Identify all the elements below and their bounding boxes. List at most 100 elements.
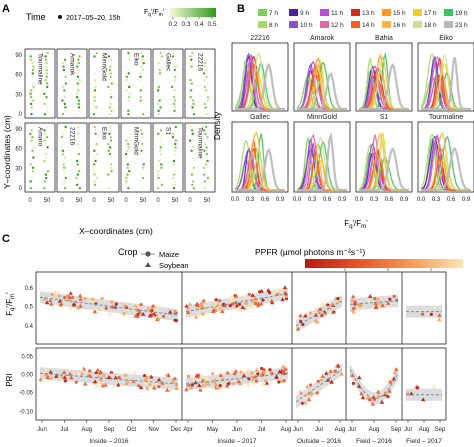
maize-point — [83, 296, 87, 300]
soybean-point — [370, 401, 375, 406]
soybean-point — [48, 369, 53, 374]
density-panel-title: Tourmaline — [429, 114, 463, 121]
soybean-point — [304, 388, 309, 393]
plant-point — [142, 113, 145, 116]
density-curve — [359, 62, 409, 111]
maize-point — [250, 305, 254, 309]
plant-point — [204, 89, 207, 92]
plant-point — [61, 149, 65, 152]
plant-point — [204, 163, 208, 166]
maize-point — [359, 303, 363, 307]
legend-label: 11 h — [331, 10, 344, 17]
density-curve — [421, 56, 471, 111]
field-plot — [56, 122, 88, 193]
plant-point — [157, 176, 160, 180]
trend-line — [295, 369, 343, 403]
soybean-point — [204, 310, 209, 315]
plant-point — [63, 129, 66, 132]
plant-point — [76, 96, 79, 99]
plant-point — [64, 125, 67, 129]
y-tick-label: 30 — [15, 166, 22, 172]
plant-point — [109, 136, 113, 139]
plant-point — [192, 146, 195, 149]
soybean-point — [138, 385, 144, 390]
colorbar-title: Fq'/Fm' — [144, 9, 164, 18]
colorbar-a — [170, 8, 216, 17]
soybean-point — [57, 298, 63, 303]
plant-point — [61, 113, 65, 116]
plant-point — [141, 55, 144, 58]
soybean-point — [269, 298, 274, 303]
plant-point — [45, 75, 48, 79]
plant-point — [76, 173, 80, 176]
soybean-point — [295, 326, 301, 331]
soybean-point — [201, 382, 206, 387]
soybean-point — [197, 383, 202, 388]
plant-point — [44, 65, 47, 68]
plant-point — [31, 170, 35, 173]
trend-line — [39, 372, 179, 385]
soybean-point — [260, 381, 266, 385]
plant-point — [93, 55, 96, 58]
plant-point — [203, 102, 206, 106]
maize-point — [231, 295, 235, 299]
row2-ylabel: PRI — [5, 373, 14, 386]
plant-point — [95, 176, 99, 180]
plant-point — [173, 113, 176, 116]
plant-point — [93, 92, 96, 96]
maize-point — [264, 379, 268, 383]
plant-point — [77, 153, 81, 156]
soybean-point — [321, 310, 326, 315]
plant-point — [190, 149, 193, 152]
soybean-point — [336, 363, 341, 368]
plant-point — [46, 170, 50, 173]
plant-point — [64, 82, 68, 85]
soybean-point — [259, 288, 264, 293]
plant-point — [43, 180, 46, 183]
plant-point — [106, 142, 110, 146]
plant-point — [31, 82, 34, 85]
soybean-point — [122, 303, 127, 308]
soybean-point — [80, 367, 85, 372]
soybean-point — [62, 375, 68, 380]
plant-point — [139, 72, 142, 75]
panel-b-ylabel: Density — [212, 111, 222, 140]
plant-point — [77, 68, 80, 72]
field-plot — [24, 48, 56, 119]
plant-point — [78, 146, 81, 149]
plant-point — [43, 139, 46, 142]
soybean-point — [388, 379, 393, 384]
soybean-point — [252, 374, 258, 379]
plant-point — [61, 99, 64, 102]
plant-point — [62, 65, 65, 68]
plant-point — [31, 166, 35, 169]
plant-point — [107, 149, 110, 152]
maize-point — [211, 372, 215, 376]
plant-point — [158, 99, 161, 102]
time-legend-value: 2017–05–20, 15h — [66, 15, 121, 22]
plant-point — [110, 62, 114, 65]
x-tick-label: 0.0 — [293, 197, 302, 203]
plant-point — [160, 163, 163, 166]
soybean-point — [193, 314, 199, 319]
plant-point — [75, 183, 79, 186]
plant-point — [78, 55, 81, 58]
plant-point — [128, 58, 131, 61]
soybean-point — [282, 285, 288, 290]
maize-point — [157, 385, 161, 389]
legend-swatch — [413, 21, 422, 28]
legend-swatch — [320, 21, 329, 28]
plant-point — [108, 113, 111, 116]
plant-point — [142, 163, 145, 166]
plant-point — [61, 132, 65, 135]
x-tick-label: 50 — [140, 198, 147, 204]
plant-point — [191, 62, 194, 65]
plant-point — [127, 99, 130, 102]
maize-point — [114, 302, 118, 306]
soybean-point — [320, 374, 325, 378]
plant-point — [128, 85, 131, 89]
maize-point — [157, 317, 161, 321]
soybean-point — [376, 389, 381, 394]
plant-point — [32, 142, 35, 146]
plant-point — [93, 89, 97, 92]
